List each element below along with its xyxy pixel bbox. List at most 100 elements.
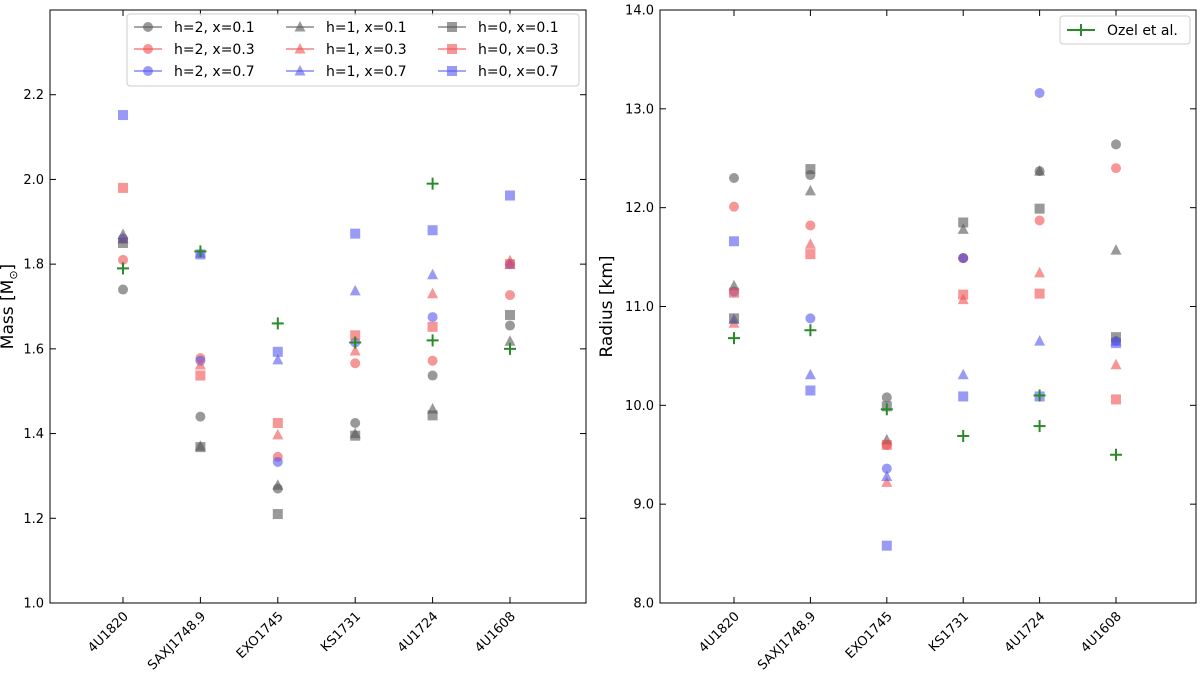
y-axis-title-subscript: ⊙ xyxy=(7,270,20,279)
legend-label: h=0, x=0.7 xyxy=(478,64,559,80)
x-tick-label: SAXJ1748.9 xyxy=(145,609,209,673)
point-square xyxy=(118,182,128,193)
y-tick-label: 1.4 xyxy=(23,427,44,442)
point-square xyxy=(1111,394,1121,405)
point-circle xyxy=(272,456,283,467)
point-plus xyxy=(349,336,362,349)
y-axis-title: Radius [km] xyxy=(597,255,617,357)
x-tick-label: 4U1608 xyxy=(472,609,519,656)
legend-marker-circle xyxy=(143,66,153,76)
point-square xyxy=(427,225,438,236)
legend-marker-plus xyxy=(1075,24,1087,36)
y-tick-label: 2.2 xyxy=(23,88,44,103)
y-axis-title-close: ] xyxy=(0,264,18,271)
legend-label: h=2, x=0.3 xyxy=(174,42,255,58)
point-triangle xyxy=(728,279,740,291)
point-square xyxy=(729,236,739,247)
y-tick-label: 11.0 xyxy=(625,300,654,315)
x-tick-label: 4U1820 xyxy=(85,609,132,656)
y-tick-label: 10.0 xyxy=(625,399,654,414)
point-square xyxy=(118,110,128,121)
point-circle xyxy=(427,355,438,366)
y-tick-label: 1.6 xyxy=(23,342,44,357)
point-square xyxy=(958,289,969,300)
point-triangle xyxy=(272,428,284,440)
point-square xyxy=(272,509,283,520)
y-tick-label: 12.0 xyxy=(625,201,654,216)
radius-chart: 8.0 9.0 10.0 11.0 12.0 13.0 14.0 4U1820 SAXJ1748… xyxy=(597,4,1197,673)
y-tick-label: 1.0 xyxy=(23,597,44,612)
point-circle xyxy=(729,173,739,184)
point-circle xyxy=(118,284,128,295)
legend-label: Ozel et al. xyxy=(1107,23,1178,39)
legend-label: h=1, x=0.3 xyxy=(326,42,407,58)
point-square xyxy=(1111,332,1121,343)
point-circle xyxy=(505,290,515,301)
point-triangle xyxy=(1110,244,1122,255)
point-plus xyxy=(426,334,439,347)
point-circle xyxy=(195,411,206,422)
point-square xyxy=(195,370,206,381)
x-tick-label: KS1731 xyxy=(926,609,972,655)
point-circle xyxy=(427,312,438,323)
point-triangle xyxy=(957,368,969,380)
point-square xyxy=(958,391,969,402)
point-plus xyxy=(504,342,516,355)
point-square xyxy=(195,442,206,453)
point-triangle xyxy=(957,223,969,234)
legend-marker-circle xyxy=(143,44,153,54)
point-plus xyxy=(880,403,893,416)
point-plus xyxy=(426,177,439,190)
y-tick-label: 13.0 xyxy=(625,102,654,117)
legend-label: h=2, x=0.7 xyxy=(174,64,255,80)
point-triangle xyxy=(349,284,361,296)
legend-label: h=0, x=0.1 xyxy=(478,20,559,36)
legend-label: h=1, x=0.1 xyxy=(326,20,407,36)
point-square xyxy=(505,190,515,201)
legend-box xyxy=(126,13,580,87)
point-square xyxy=(350,228,361,239)
point-plus xyxy=(1033,389,1046,402)
point-circle xyxy=(1111,163,1121,174)
point-circle xyxy=(350,417,361,428)
point-plus xyxy=(117,262,129,275)
y-tick-label: 1.2 xyxy=(23,512,44,527)
point-triangle xyxy=(1034,266,1046,278)
plot-frame xyxy=(49,9,587,604)
point-plus xyxy=(1110,448,1122,461)
point-plus xyxy=(957,429,970,442)
point-circle xyxy=(350,358,361,369)
y-tick-label: 9.0 xyxy=(633,498,654,513)
point-square xyxy=(427,410,438,421)
point-triangle xyxy=(194,358,206,370)
legend: Ozel et al. xyxy=(1059,15,1191,45)
x-tick-label: 4U1724 xyxy=(395,609,442,656)
point-square xyxy=(1111,338,1121,349)
point-circle xyxy=(805,313,816,324)
y-tick-label: 2.0 xyxy=(23,173,44,188)
point-square xyxy=(1034,288,1045,299)
point-square xyxy=(272,346,283,357)
point-triangle xyxy=(272,353,284,365)
point-circle xyxy=(118,254,128,265)
point-triangle xyxy=(272,479,284,490)
point-triangle xyxy=(804,238,816,249)
x-tick-label: 4U1608 xyxy=(1078,609,1125,656)
point-circle xyxy=(881,392,892,403)
legend-marker-square xyxy=(447,22,457,32)
point-triangle xyxy=(1034,335,1046,346)
point-square xyxy=(272,417,283,428)
point-plus xyxy=(728,332,740,345)
data-points xyxy=(117,110,516,520)
y-tick-label: 1.8 xyxy=(23,258,44,273)
point-plus xyxy=(1033,420,1046,433)
point-plus xyxy=(804,324,817,337)
data-points xyxy=(728,88,1122,551)
point-square xyxy=(729,313,739,324)
point-square xyxy=(118,237,128,248)
point-square xyxy=(805,164,816,175)
point-square xyxy=(1034,203,1045,214)
point-square xyxy=(505,309,515,320)
mass-chart: 1.0 1.2 1.4 1.6 1.8 2.0 2.2 4U1820 SAXJ1748.9 EXO… xyxy=(0,9,587,673)
point-triangle xyxy=(804,368,816,380)
